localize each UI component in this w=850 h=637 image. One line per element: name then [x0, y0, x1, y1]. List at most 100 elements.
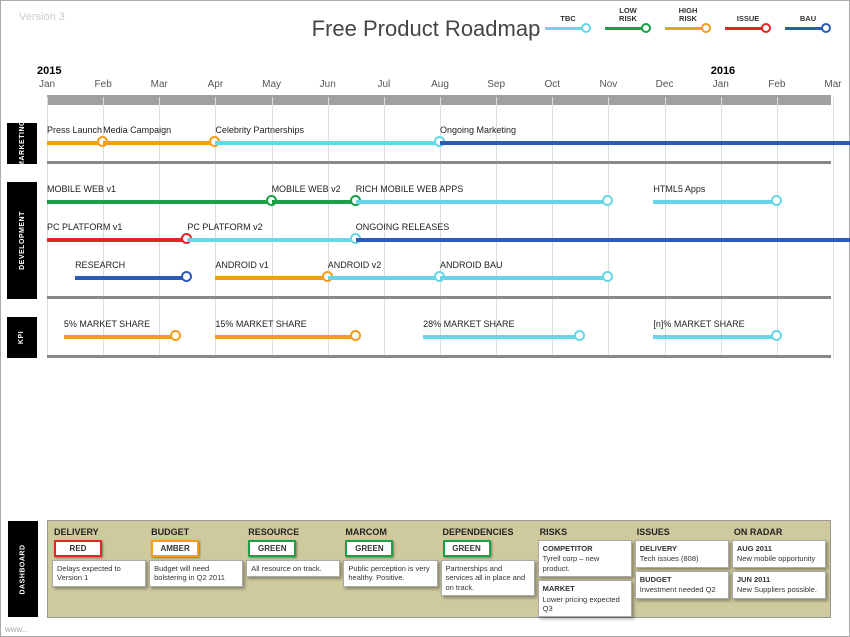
dashboard-box-body: Delays expected to Version 1 — [57, 564, 121, 582]
legend-dot — [761, 23, 771, 33]
dashboard-box-body: New Suppliers possible. — [737, 585, 817, 594]
lane-body: 5% MARKET SHARE15% MARKET SHARE28% MARKE… — [47, 317, 831, 358]
timeline-bar-segment — [215, 141, 440, 145]
bar-label: MOBILE WEB v1 — [47, 184, 116, 194]
swimlane: MARKETINGPress LaunchMedia CampaignCeleb… — [47, 123, 831, 164]
lane-body: MOBILE WEB v1MOBILE WEB v2RICH MOBILE WE… — [47, 182, 831, 299]
legend-dot — [581, 23, 591, 33]
timeline-dot — [574, 330, 585, 341]
month-label: May — [262, 79, 281, 90]
bar-label: [n]% MARKET SHARE — [653, 319, 744, 329]
month-label: Aug — [431, 79, 449, 90]
bar-label: PC PLATFORM v2 — [187, 222, 262, 232]
bar-label: 28% MARKET SHARE — [423, 319, 514, 329]
month-label: Oct — [545, 79, 561, 90]
timeline-bar-segment — [215, 276, 327, 280]
bar-label: ANDROID v1 — [215, 260, 269, 270]
status-pill: RED — [54, 540, 102, 557]
bar-label: ANDROID v2 — [328, 260, 382, 270]
dashboard-column: MARCOMGREENPublic perception is very hea… — [343, 525, 437, 613]
dashboard-column: DELIVERYREDDelays expected to Version 1 — [52, 525, 146, 613]
timeline-bar-segment — [328, 276, 440, 280]
status-pill: GREEN — [345, 540, 393, 557]
legend-dot — [821, 23, 831, 33]
month-label: Jun — [320, 79, 336, 90]
month-label: Jul — [377, 79, 390, 90]
dashboard-col-title: RISKS — [538, 525, 632, 537]
dashboard-box-head: COMPETITOR — [543, 544, 627, 553]
timeline-bar — [47, 95, 831, 105]
legend-item: TBC — [545, 15, 591, 34]
dashboard-box-body: Budget will need bolstering in Q2 2011 — [154, 564, 225, 582]
timeline-bar-segment — [653, 200, 777, 204]
dashboard-box-head: DELIVERY — [640, 544, 724, 553]
bar-label: Press Launch — [47, 125, 102, 135]
legend-line — [605, 23, 651, 33]
timeline-bar-segment — [356, 200, 609, 204]
month-label: Jan — [39, 79, 55, 90]
dashboard-box-body: Lower pricing expected Q3 — [543, 595, 620, 613]
status-pill: AMBER — [151, 540, 199, 557]
dashboard-col-title: MARCOM — [343, 525, 437, 537]
dashboard-box-body: Investment needed Q2 — [640, 585, 716, 594]
dashboard-col-title: DEPENDENCIES — [441, 525, 535, 537]
timeline-bar-segment — [653, 335, 777, 339]
swimlane-label-text: DEVELOPMENT — [19, 211, 26, 270]
status-pill: GREEN — [248, 540, 296, 557]
legend-bar — [665, 27, 703, 30]
bar-label: PC PLATFORM v1 — [47, 222, 122, 232]
bar-label: Celebrity Partnerships — [215, 125, 304, 135]
legend-dot — [701, 23, 711, 33]
dashboard-col-title: BUDGET — [149, 525, 243, 537]
timeline-bar-segment — [103, 141, 215, 145]
dashboard-box: MARKET Lower pricing expected Q3 — [538, 580, 632, 617]
timeline-bar-segment — [47, 238, 187, 242]
timeline-bar-segment — [440, 141, 850, 145]
timeline-bar-segment — [423, 335, 580, 339]
dashboard-box-body: Tyrell corp – new product. — [543, 554, 600, 572]
legend-bar — [545, 27, 583, 30]
dashboard-col-title: ISSUES — [635, 525, 729, 537]
roadmap-page: Version 3 Free Product Roadmap TBCLOW RI… — [0, 0, 850, 637]
dashboard-column: BUDGET AMBER Budget will need bolstering i… — [149, 525, 243, 613]
swimlane-label-text: MARKETING — [19, 120, 26, 167]
bar-label: Ongoing Marketing — [440, 125, 516, 135]
legend-item: BAU — [785, 15, 831, 34]
legend-line — [725, 23, 771, 33]
bar-label: Media Campaign — [103, 125, 171, 135]
bar-label: 5% MARKET SHARE — [64, 319, 150, 329]
legend-label: LOW RISK — [619, 7, 637, 22]
swimlane: DEVELOPMENTMOBILE WEB v1MOBILE WEB v2RIC… — [47, 182, 831, 299]
dashboard-box: Partnerships and services all in place a… — [441, 560, 535, 596]
dashboard-box: BUDGETInvestment needed Q2 — [635, 571, 729, 599]
timeline-bar-segment — [272, 200, 356, 204]
watermark: www... — [5, 625, 29, 634]
month-label: Apr — [208, 79, 224, 90]
month-label: Feb — [95, 79, 112, 90]
swimlanes-container: MARKETINGPress LaunchMedia CampaignCeleb… — [47, 123, 831, 358]
timeline-dot — [771, 195, 782, 206]
timeline-bar-segment — [47, 200, 272, 204]
year-label: 2016 — [711, 65, 735, 77]
month-label: Mar — [151, 79, 168, 90]
legend-label: HIGH RISK — [679, 7, 698, 22]
dashboard-box: COMPETITORTyrell corp – new product. — [538, 540, 632, 577]
dashboard-box-head: MARKET — [543, 584, 627, 593]
swimlane-label-text: KPI — [18, 331, 25, 344]
bar-label: ONGOING RELEASES — [356, 222, 450, 232]
month-label: Nov — [600, 79, 618, 90]
legend-bar — [605, 27, 643, 30]
legend-item: ISSUE — [725, 15, 771, 34]
legend-item: HIGH RISK — [665, 7, 711, 33]
year-label: 2015 — [37, 65, 61, 77]
timeline-bar-segment — [440, 276, 608, 280]
track: PC PLATFORM v1 PC PLATFORM v2 ONGOING RELE… — [47, 220, 831, 258]
timeline-area: 20152016 JanFebMarAprMayJunJulAugSepOctN… — [47, 65, 831, 358]
legend-line — [545, 23, 591, 33]
timeline-bar-segment — [47, 141, 103, 145]
dashboard-box-head: AUG 2011 — [737, 544, 821, 553]
bar-label: RICH MOBILE WEB APPS — [356, 184, 464, 194]
month-label: Jan — [713, 79, 729, 90]
dashboard-box-body: All resource on track. — [251, 564, 321, 573]
dashboard-box: DELIVERYTech issues (808) — [635, 540, 729, 568]
